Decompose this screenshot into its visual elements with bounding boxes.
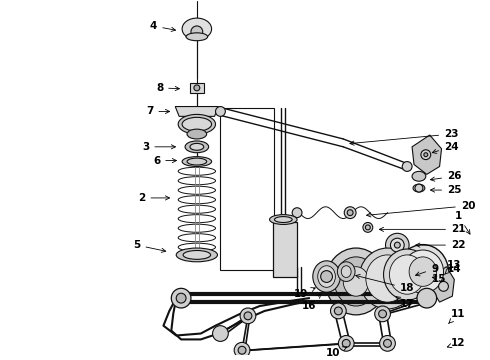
Circle shape (292, 208, 302, 217)
Ellipse shape (190, 143, 204, 150)
Ellipse shape (187, 158, 207, 165)
Ellipse shape (334, 257, 378, 306)
Ellipse shape (409, 257, 437, 286)
Text: 5: 5 (133, 240, 166, 252)
Text: 1: 1 (455, 211, 470, 234)
Text: 17: 17 (396, 297, 415, 309)
Circle shape (424, 153, 428, 157)
Bar (190, 83, 204, 93)
Bar (273, 222, 297, 276)
Text: 26: 26 (431, 171, 462, 181)
Text: 18: 18 (356, 274, 415, 293)
Text: 25: 25 (431, 185, 462, 195)
Ellipse shape (412, 171, 426, 181)
Text: 20: 20 (367, 201, 475, 217)
Text: 11: 11 (448, 309, 466, 324)
Circle shape (417, 288, 437, 308)
Ellipse shape (185, 141, 209, 153)
Circle shape (339, 336, 354, 351)
Text: 24: 24 (432, 142, 459, 153)
Circle shape (415, 184, 423, 192)
Circle shape (402, 162, 412, 171)
Ellipse shape (178, 114, 216, 134)
Circle shape (344, 207, 356, 219)
Circle shape (191, 26, 203, 38)
Circle shape (238, 346, 246, 354)
Circle shape (176, 293, 186, 303)
Circle shape (366, 225, 370, 230)
Circle shape (234, 342, 250, 358)
Circle shape (334, 307, 343, 315)
Text: 14: 14 (447, 264, 462, 274)
Ellipse shape (313, 261, 341, 292)
Ellipse shape (187, 129, 207, 139)
Ellipse shape (182, 157, 212, 166)
Ellipse shape (413, 184, 425, 192)
Text: 21: 21 (379, 224, 465, 234)
Ellipse shape (366, 255, 409, 302)
Ellipse shape (402, 250, 443, 293)
Text: 3: 3 (142, 142, 175, 152)
Circle shape (375, 306, 391, 322)
Circle shape (330, 303, 346, 319)
Ellipse shape (384, 249, 431, 300)
Circle shape (380, 336, 395, 351)
Ellipse shape (343, 267, 369, 296)
Text: 23: 23 (350, 129, 459, 145)
Ellipse shape (176, 248, 218, 262)
Text: 15: 15 (431, 274, 446, 284)
Ellipse shape (186, 33, 208, 41)
Text: 16: 16 (302, 294, 321, 311)
Circle shape (213, 326, 228, 341)
Circle shape (379, 310, 387, 318)
Polygon shape (412, 135, 441, 174)
Circle shape (320, 271, 332, 283)
Polygon shape (432, 267, 454, 302)
Text: 8: 8 (156, 83, 179, 93)
Ellipse shape (270, 215, 297, 224)
Text: 22: 22 (416, 240, 466, 250)
Text: 9: 9 (416, 264, 438, 276)
Circle shape (394, 242, 400, 248)
Ellipse shape (183, 251, 211, 259)
Ellipse shape (318, 266, 336, 287)
Circle shape (194, 85, 200, 91)
Circle shape (240, 308, 256, 324)
Circle shape (347, 210, 353, 216)
Text: 7: 7 (146, 107, 170, 116)
Ellipse shape (338, 262, 355, 282)
Ellipse shape (359, 248, 416, 309)
Ellipse shape (182, 18, 212, 40)
Ellipse shape (325, 248, 387, 315)
Ellipse shape (342, 266, 351, 278)
Text: 4: 4 (150, 21, 175, 31)
Text: 2: 2 (138, 193, 170, 203)
Bar (220, 108, 274, 270)
Polygon shape (175, 107, 219, 116)
Circle shape (343, 339, 350, 347)
Ellipse shape (390, 255, 425, 294)
Text: 12: 12 (447, 338, 465, 348)
Circle shape (384, 339, 392, 347)
Text: 10: 10 (326, 347, 347, 358)
Text: 6: 6 (153, 156, 176, 166)
Circle shape (421, 150, 431, 159)
Circle shape (363, 222, 373, 232)
Text: 13: 13 (444, 260, 462, 274)
Circle shape (439, 282, 448, 291)
Circle shape (216, 107, 225, 116)
Circle shape (391, 238, 404, 252)
Circle shape (386, 233, 409, 257)
Ellipse shape (274, 217, 292, 222)
Text: 19: 19 (294, 288, 315, 299)
Ellipse shape (182, 117, 212, 131)
Ellipse shape (397, 244, 448, 299)
Circle shape (172, 288, 191, 308)
Circle shape (244, 312, 252, 320)
